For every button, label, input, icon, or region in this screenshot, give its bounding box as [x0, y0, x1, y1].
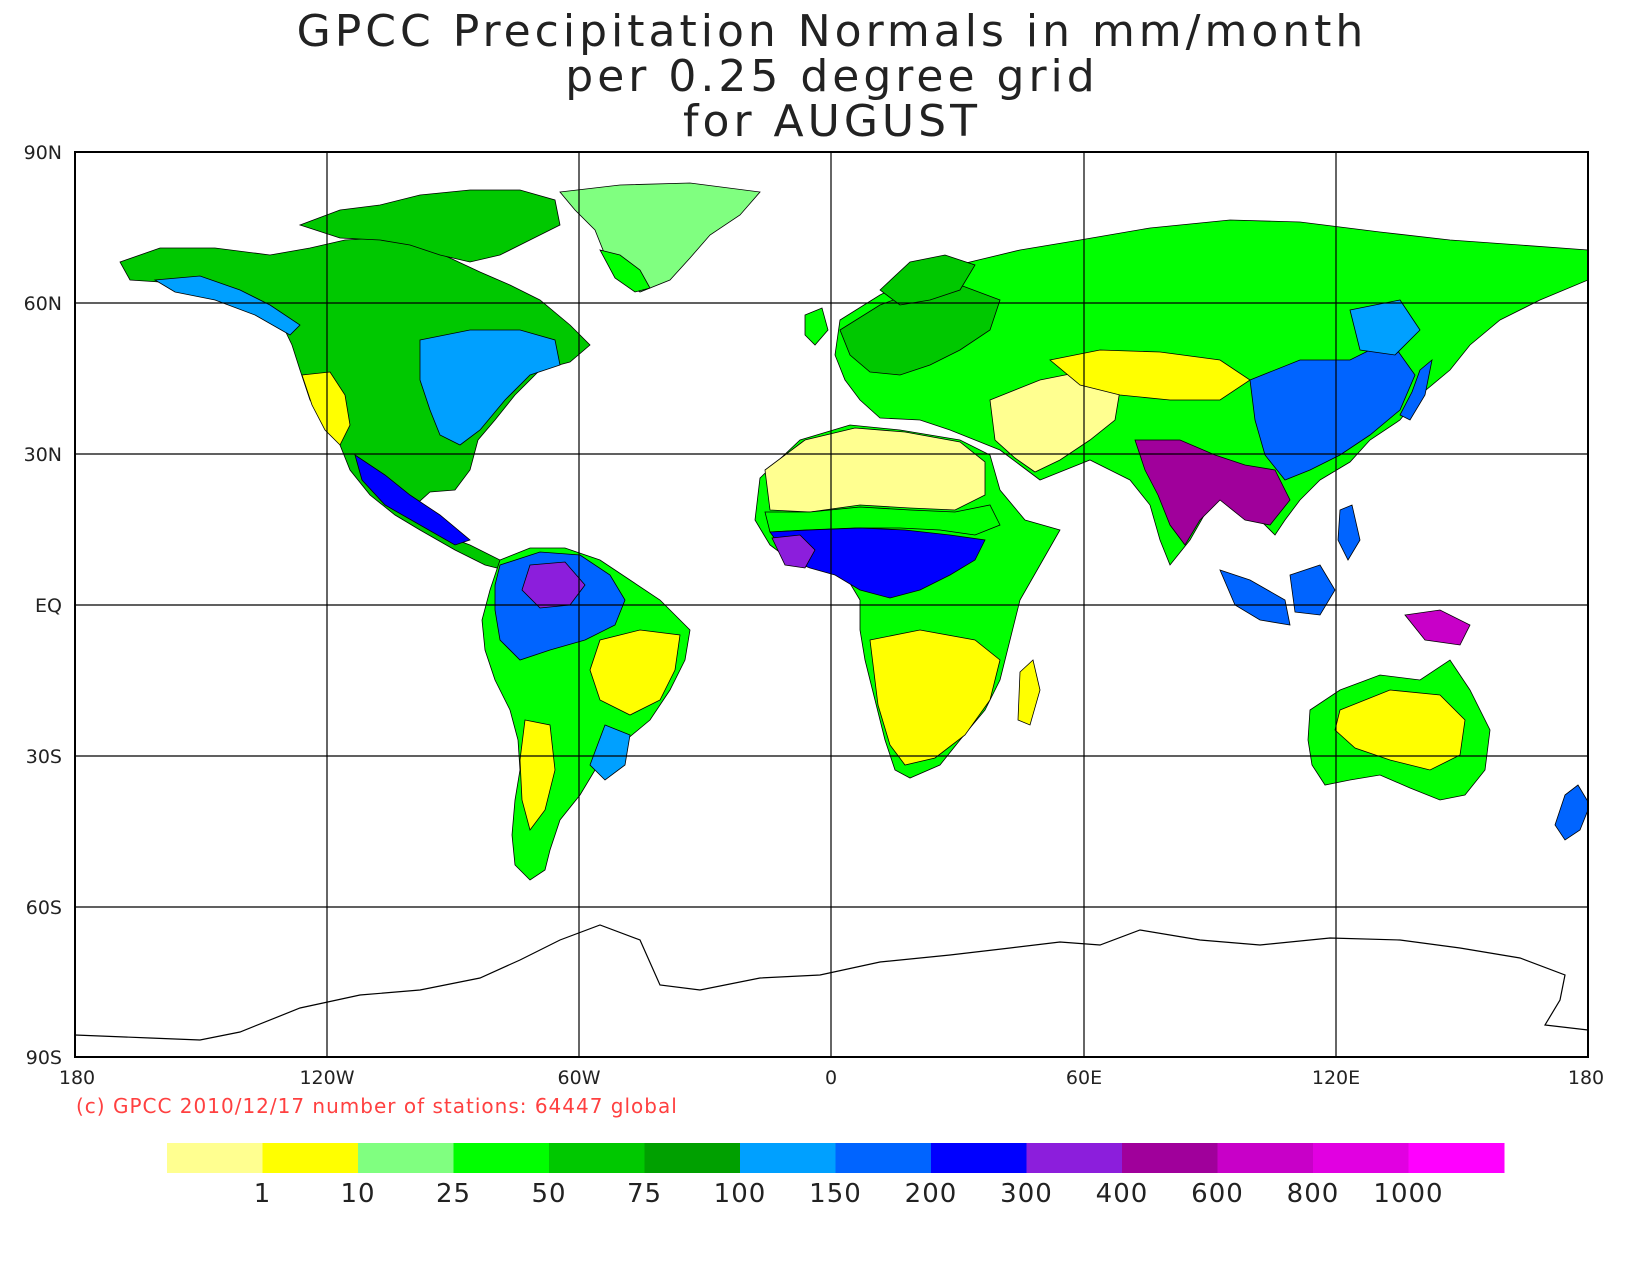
legend-swatch [167, 1143, 263, 1173]
lon-label-60w: 60W [558, 1067, 601, 1089]
legend-label: 150 [809, 1179, 862, 1209]
lon-label-180w: 180 [59, 1067, 95, 1089]
new-zealand [1554, 784, 1588, 841]
patagonia-dry [519, 719, 556, 831]
india-monsoon-core [1134, 439, 1291, 546]
legend-swatch [358, 1143, 454, 1173]
north-america-wet-east [419, 329, 561, 446]
greenland-land [559, 182, 761, 293]
map-area [74, 151, 1589, 1058]
legend-label: 300 [1000, 1179, 1053, 1209]
land-precipitation-layer [75, 182, 1588, 1041]
sahara-dry [764, 427, 986, 513]
west-africa-monsoon [771, 534, 816, 569]
title-line-3: for AUGUST [683, 96, 981, 147]
greenland-coast-wet [599, 249, 651, 293]
new-guinea [1404, 609, 1471, 646]
lon-label-0: 0 [825, 1067, 837, 1089]
east-brazil-dry [589, 629, 681, 716]
credit-line: (c) GPCC 2010/12/17 number of stations: … [76, 1094, 678, 1118]
color-legend: 1 10 25 50 75 100 150 200 300 400 600 800 1000 [167, 1143, 1505, 1209]
indonesia-islands [1219, 569, 1291, 626]
lon-label-180e: 180 [1568, 1067, 1604, 1089]
title-line-1: GPCC Precipitation Normals in mm/month [297, 6, 1368, 57]
lat-label-90s: 90S [26, 1047, 62, 1069]
lat-label-30s: 30S [26, 746, 62, 768]
legend-label: 10 [340, 1179, 375, 1209]
latitude-labels: 90N 60N 30N EQ 30S 60S 90S [24, 142, 62, 1069]
lon-label-120w: 120W [299, 1067, 354, 1089]
graticule [75, 152, 1588, 1057]
australia-interior-dry [1334, 689, 1466, 771]
legend-swatch [1313, 1143, 1409, 1173]
legend-swatch [1217, 1143, 1314, 1173]
southwest-dry [301, 371, 351, 446]
legend-label: 200 [905, 1179, 958, 1209]
lon-label-60e: 60E [1066, 1067, 1102, 1089]
philippines [1337, 504, 1361, 561]
legend-label: 50 [531, 1179, 566, 1209]
alaska-wet [153, 275, 301, 336]
legend-swatch [644, 1143, 741, 1173]
legend-label: 1000 [1373, 1179, 1443, 1209]
legend-swatch [931, 1143, 1027, 1173]
legend-label: 1 [254, 1179, 272, 1209]
siberia-wet-patch [1349, 299, 1421, 356]
lat-label-60s: 60S [26, 897, 62, 919]
lon-label-120e: 120E [1312, 1067, 1360, 1089]
lat-label-60n: 60N [24, 293, 62, 315]
legend-label: 400 [1096, 1179, 1149, 1209]
central-africa-wet [769, 527, 986, 599]
east-asia-wet [1249, 339, 1416, 481]
lat-label-eq: EQ [35, 595, 62, 617]
legend-label: 100 [714, 1179, 767, 1209]
japan [1399, 358, 1433, 421]
southeast-sa-wet [589, 724, 631, 781]
legend-swatch [1026, 1143, 1123, 1173]
legend-swatch [1122, 1143, 1218, 1173]
lat-label-90n: 90N [24, 142, 62, 164]
madagascar [1017, 659, 1041, 726]
longitude-labels: 180 120W 60W 0 60E 120E 180 [59, 1067, 1604, 1089]
scandinavia [879, 254, 976, 306]
legend-swatch [549, 1143, 645, 1173]
legend-swatch [1408, 1143, 1505, 1173]
antarctica-coastline [75, 924, 1588, 1041]
legend-label: 75 [627, 1179, 662, 1209]
map-frame [74, 151, 1589, 1058]
legend-swatch [740, 1143, 836, 1173]
legend-swatch [453, 1143, 550, 1173]
legend-label: 600 [1191, 1179, 1244, 1209]
british-isles [804, 307, 829, 346]
legend-label: 25 [436, 1179, 471, 1209]
mexico-wet [354, 454, 471, 546]
arctic-islands [298, 189, 561, 263]
central-asia-dry [1049, 349, 1251, 401]
legend-label: 800 [1287, 1179, 1340, 1209]
southern-africa-dry [869, 629, 1001, 766]
lat-label-30n: 30N [24, 444, 62, 466]
borneo [1289, 564, 1336, 616]
title-line-2: per 0.25 degree grid [565, 51, 1098, 102]
legend-swatch [835, 1143, 932, 1173]
legend-swatch [262, 1143, 359, 1173]
